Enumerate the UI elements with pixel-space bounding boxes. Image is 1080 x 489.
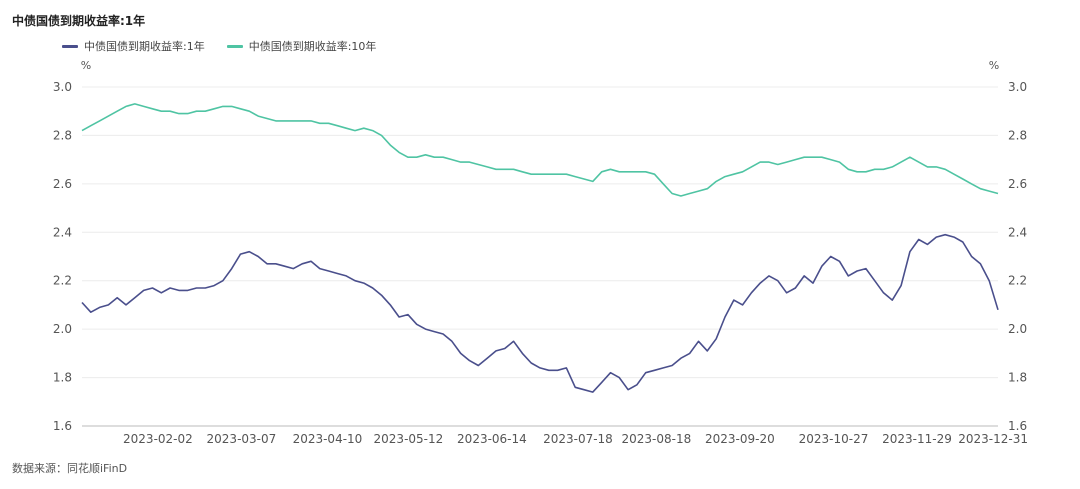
y-tick-left-1.8: 1.8 xyxy=(53,371,72,385)
y-tick-left-1.6: 1.6 xyxy=(53,419,72,433)
legend-item-1y[interactable]: 中债国债到期收益率:1年 xyxy=(62,38,205,54)
y-tick-right-1.6: 1.6 xyxy=(1008,419,1027,433)
y-tick-right-1.8: 1.8 xyxy=(1008,371,1027,385)
y-tick-right-3.0: 3.0 xyxy=(1008,80,1027,94)
legend-swatch-1y xyxy=(62,44,78,48)
legend-swatch-10y xyxy=(226,44,243,48)
series-line-1y xyxy=(81,233,999,393)
y-tick-left-2.8: 2.8 xyxy=(53,128,72,142)
x-tick-2023-05-12: 2023-05-12 xyxy=(374,432,444,446)
y-tick-right-2.2: 2.2 xyxy=(1008,274,1027,288)
y-unit-left: % xyxy=(81,59,91,72)
series-line-10y xyxy=(81,103,999,197)
legend-label-1y: 中债国债到期收益率:1年 xyxy=(84,40,205,53)
x-tick-2023-03-07: 2023-03-07 xyxy=(207,432,277,446)
chart-title: 中债国债到期收益率:1年 xyxy=(12,14,146,28)
x-tick-2023-10-27: 2023-10-27 xyxy=(799,432,869,446)
legend-label-10y: 中债国债到期收益率:10年 xyxy=(248,40,377,53)
y-unit-right: % xyxy=(989,59,999,72)
x-tick-2023-11-29: 2023-11-29 xyxy=(882,432,952,446)
y-tick-right-2.4: 2.4 xyxy=(1008,225,1027,239)
x-tick-2023-08-18: 2023-08-18 xyxy=(622,432,692,446)
y-tick-right-2.0: 2.0 xyxy=(1008,322,1027,336)
y-tick-left-2.0: 2.0 xyxy=(53,322,72,336)
x-tick-2023-07-18: 2023-07-18 xyxy=(543,432,613,446)
legend: 中债国债到期收益率:1年 中债国债到期收益率:10年 xyxy=(62,38,376,54)
y-tick-left-2.2: 2.2 xyxy=(53,274,72,288)
y-tick-left-3.0: 3.0 xyxy=(53,80,72,94)
x-tick-2023-04-10: 2023-04-10 xyxy=(293,432,363,446)
x-tick-2023-06-14: 2023-06-14 xyxy=(457,432,527,446)
y-tick-left-2.4: 2.4 xyxy=(53,225,72,239)
x-tick-2023-12-31: 2023-12-31 xyxy=(958,432,1028,446)
data-source: 数据来源：同花顺iFinD xyxy=(12,462,128,475)
y-tick-left-2.6: 2.6 xyxy=(53,177,72,191)
legend-item-10y[interactable]: 中债国债到期收益率:10年 xyxy=(226,38,377,54)
y-tick-right-2.8: 2.8 xyxy=(1008,128,1027,142)
x-tick-2023-09-20: 2023-09-20 xyxy=(705,432,775,446)
y-tick-right-2.6: 2.6 xyxy=(1008,177,1027,191)
x-tick-2023-02-02: 2023-02-02 xyxy=(123,432,193,446)
